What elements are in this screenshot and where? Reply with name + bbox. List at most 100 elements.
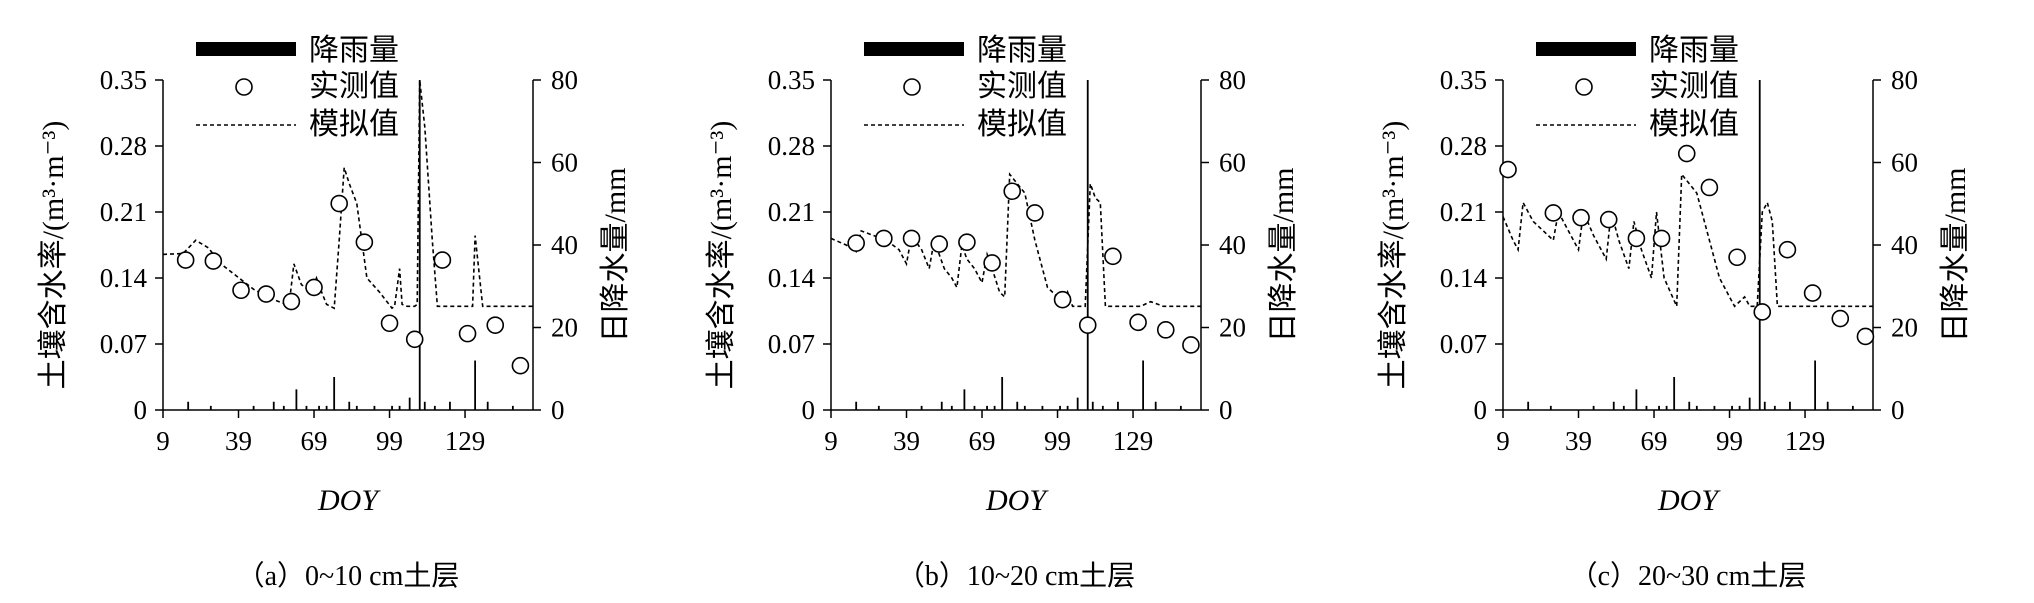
y2-tick-label: 0 xyxy=(1891,395,1905,425)
y2-tick-label: 80 xyxy=(551,65,578,95)
y-tick-label: 0 xyxy=(1474,395,1488,425)
legend-rainfall-swatch xyxy=(1536,42,1636,56)
y2-tick-label: 80 xyxy=(1219,65,1246,95)
legend-rainfall-label: 降雨量 xyxy=(977,34,1067,67)
observed-point xyxy=(1831,309,1850,328)
y-tick-label: 0.28 xyxy=(768,131,815,161)
x-tick-label: 69 xyxy=(1641,426,1668,456)
legend-rainfall-swatch xyxy=(864,42,964,56)
x-axis-title: DOY xyxy=(1657,484,1721,517)
y-axis-title: 土壤含水率/(m³·m⁻³) xyxy=(1377,121,1410,390)
observed-point xyxy=(204,252,223,270)
observed-point xyxy=(511,356,530,375)
observed-point xyxy=(305,278,323,297)
panel-caption: （b）10~20 cm土层 xyxy=(897,560,1135,592)
x-tick-label: 39 xyxy=(1565,426,1592,456)
legend-observed-marker xyxy=(235,78,253,96)
x-tick-label: 9 xyxy=(824,426,838,456)
simulated-line xyxy=(1502,172,1873,308)
legend-observed-label: 实测值 xyxy=(977,70,1067,103)
y-tick-label: 0.07 xyxy=(100,329,147,359)
observed-point xyxy=(355,233,374,251)
legend-observed-marker xyxy=(1575,78,1593,96)
simulated-line xyxy=(830,172,1201,309)
observed-point xyxy=(1652,229,1671,248)
observed-point xyxy=(1156,321,1175,339)
x-axis-title: DOY xyxy=(317,484,381,517)
legend-rainfall-swatch xyxy=(196,42,296,56)
legend-observed-marker xyxy=(903,78,921,96)
observed-point xyxy=(983,254,1001,272)
observed-point xyxy=(1078,316,1097,334)
y2-tick-label: 40 xyxy=(551,230,578,260)
y-tick-label: 0.35 xyxy=(768,65,815,95)
observed-point xyxy=(847,234,865,252)
y2-axis-title: 日降水量/mm xyxy=(599,167,632,342)
observed-point xyxy=(930,235,949,253)
observed-point xyxy=(1677,144,1696,163)
legend-simulated-label: 模拟值 xyxy=(1649,108,1739,141)
observed-point xyxy=(232,281,250,300)
y2-tick-label: 0 xyxy=(1219,395,1233,425)
observed-point xyxy=(1129,313,1147,332)
observed-point xyxy=(176,251,195,269)
observed-point xyxy=(486,316,505,334)
chart-panel-1: 0 0.07 0.14 0.21 0.28 0.35 0 20 40 60 80 9 39 69 99 129… xyxy=(37,34,632,592)
y-tick-label: 0 xyxy=(134,395,148,425)
y-tick-label: 0 xyxy=(802,395,816,425)
observed-point xyxy=(380,314,399,333)
y2-tick-label: 20 xyxy=(1219,313,1246,343)
y-tick-label: 0.07 xyxy=(768,329,815,359)
observed-point xyxy=(1003,182,1022,201)
y-tick-label: 0.21 xyxy=(1440,197,1487,227)
x-tick-label: 69 xyxy=(969,426,996,456)
simulated-line xyxy=(162,79,533,310)
x-tick-label: 129 xyxy=(445,426,486,456)
y2-tick-label: 0 xyxy=(551,395,565,425)
observed-point xyxy=(433,251,452,269)
x-tick-label: 9 xyxy=(156,426,170,456)
x-tick-label: 99 xyxy=(1044,426,1071,456)
x-tick-label: 39 xyxy=(893,426,920,456)
legend-observed-label: 实测值 xyxy=(1649,70,1739,103)
panel-caption: （a）0~10 cm土层 xyxy=(237,560,460,592)
y-tick-label: 0.14 xyxy=(100,263,148,293)
legend-observed-label: 实测值 xyxy=(309,70,399,103)
observed-point xyxy=(458,324,477,343)
chart-panel-3: 0 0.07 0.14 0.21 0.28 0.35 0 20 40 60 80 9 39 69 99 129… xyxy=(1377,34,1972,592)
observed-point xyxy=(282,292,301,311)
observed-point xyxy=(1778,240,1797,259)
x-tick-label: 69 xyxy=(301,426,328,456)
legend-simulated-label: 模拟值 xyxy=(309,108,399,141)
y2-tick-label: 40 xyxy=(1219,230,1246,260)
x-tick-label: 129 xyxy=(1113,426,1154,456)
observed-point xyxy=(330,194,348,213)
y-tick-label: 0.35 xyxy=(1440,65,1487,95)
x-tick-label: 99 xyxy=(376,426,403,456)
x-tick-label: 129 xyxy=(1785,426,1826,456)
y-tick-label: 0.14 xyxy=(768,263,816,293)
observed-point xyxy=(1700,178,1719,197)
legend-rainfall-label: 降雨量 xyxy=(1649,34,1739,67)
x-axis-title: DOY xyxy=(985,484,1049,517)
observed-point xyxy=(1182,336,1200,354)
observed-point xyxy=(1053,290,1072,309)
observed-point xyxy=(1627,229,1646,248)
y-tick-label: 0.14 xyxy=(1440,263,1488,293)
observed-point xyxy=(1026,204,1044,222)
y-tick-label: 0.28 xyxy=(100,131,147,161)
observed-point xyxy=(257,285,275,303)
y-tick-label: 0.35 xyxy=(100,65,147,95)
y-tick-label: 0.21 xyxy=(100,197,147,227)
legend-rainfall-label: 降雨量 xyxy=(309,34,399,67)
observed-point xyxy=(1803,284,1822,302)
x-tick-label: 9 xyxy=(1496,426,1510,456)
observed-point xyxy=(902,229,921,248)
observed-point xyxy=(875,229,893,248)
y-tick-label: 0.07 xyxy=(1440,329,1487,359)
y-axis-title: 土壤含水率/(m³·m⁻³) xyxy=(705,121,738,390)
